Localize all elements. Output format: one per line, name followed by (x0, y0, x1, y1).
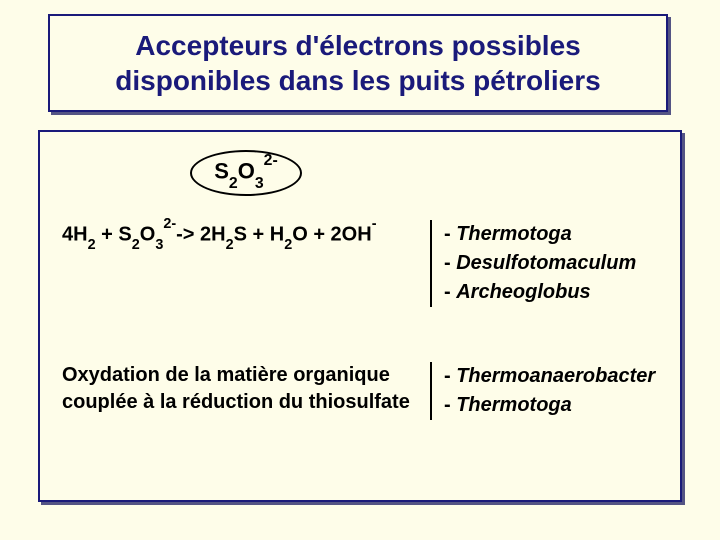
compound-oval: S2O32- (190, 150, 302, 196)
slide-title: Accepteurs d'électrons possibles disponi… (74, 28, 642, 98)
compound-formula: S2O32- (214, 157, 278, 189)
slide: Accepteurs d'électrons possibles disponi… (0, 0, 720, 540)
title-box: Accepteurs d'électrons possibles disponi… (48, 14, 668, 112)
reaction-row-1: 4H2 + S2O32--> 2H2S + H2O + 2OH- - Therm… (62, 220, 662, 307)
organism-list-1: - Thermotoga- Desulfotomaculum- Archeogl… (444, 220, 662, 307)
column-divider (430, 220, 432, 307)
reaction-equation: 4H2 + S2O32--> 2H2S + H2O + 2OH- (62, 220, 424, 252)
organism-list-2: - Thermoanaerobacter- Thermotoga (444, 362, 662, 420)
reaction-row-2: Oxydation de la matière organique couplé… (62, 362, 662, 420)
content-box: S2O32- 4H2 + S2O32--> 2H2S + H2O + 2OH- … (38, 130, 682, 502)
column-divider (430, 362, 432, 420)
oxidation-text: Oxydation de la matière organique couplé… (62, 362, 424, 416)
